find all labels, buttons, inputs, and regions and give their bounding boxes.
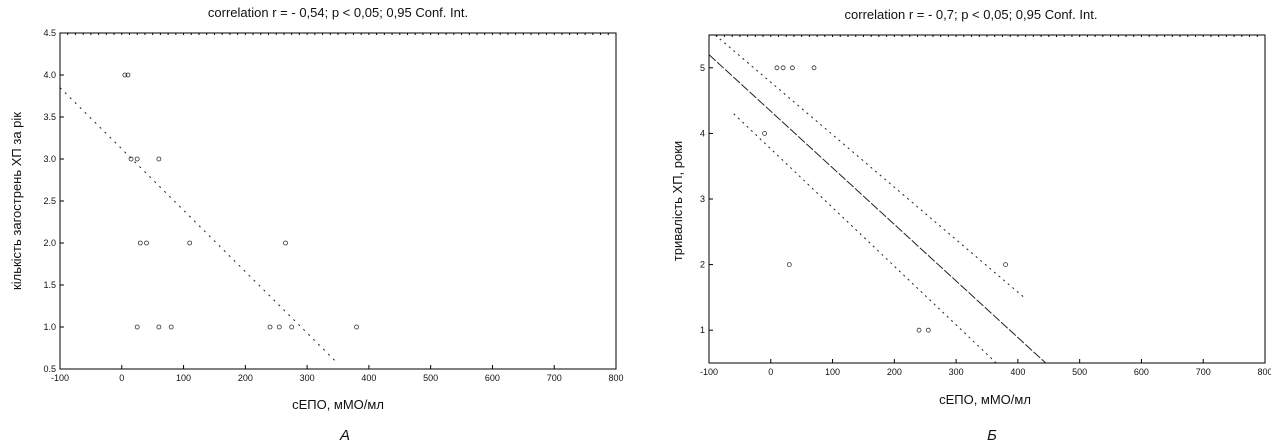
data-point [144, 240, 149, 246]
x-tick-label: 100 [176, 373, 191, 383]
y-tick-label: 1.0 [43, 322, 56, 332]
x-axis-label: сЕПО, мМО/мл [292, 397, 384, 412]
x-tick-label: 700 [1196, 367, 1211, 377]
data-point [168, 324, 174, 330]
x-tick-label: 200 [887, 367, 902, 377]
x-tick-label: -100 [700, 367, 718, 377]
y-tick-label: 5 [700, 63, 705, 73]
confidence-band-upper [714, 34, 1025, 298]
x-tick-label: 600 [485, 373, 500, 383]
y-tick-label: 2.0 [43, 238, 56, 248]
chart-panel-b: correlation r = - 0,7; p < 0,05; 0,95 Co… [670, 7, 1271, 444]
data-point [283, 240, 288, 246]
data-point [134, 324, 140, 330]
x-tick-label: 800 [608, 373, 623, 383]
y-tick-label: 3.0 [43, 154, 56, 164]
data-point [811, 65, 817, 71]
data-point [267, 324, 273, 330]
plot-frame [59, 32, 617, 370]
data-point [125, 72, 131, 78]
x-tick-label: 800 [1257, 367, 1271, 377]
data-point [762, 130, 767, 136]
x-axis-label: сЕПО, мМО/мл [939, 392, 1031, 407]
data-point [187, 240, 193, 246]
x-tick-label: 200 [238, 373, 253, 383]
regression-line [59, 87, 336, 361]
y-axis-label: тривалість ХП, роки [670, 141, 685, 261]
y-tick-label: 2 [700, 260, 705, 270]
chart-title: correlation r = - 0,7; p < 0,05; 0,95 Co… [845, 7, 1098, 22]
data-point [354, 324, 359, 330]
x-tick-label: 300 [300, 373, 315, 383]
x-tick-label: 400 [1010, 367, 1025, 377]
x-tick-label: 0 [119, 373, 124, 383]
data-point [156, 324, 162, 330]
panel-label: А [339, 427, 350, 444]
data-point [790, 65, 795, 71]
y-tick-label: 0.5 [43, 364, 56, 374]
x-tick-label: 700 [547, 373, 562, 383]
data-point [780, 65, 786, 71]
x-tick-label: 500 [423, 373, 438, 383]
y-tick-label: 4.5 [43, 28, 56, 38]
chart-title: correlation r = - 0,54; p < 0,05; 0,95 C… [208, 5, 468, 20]
chart-panel-a: correlation r = - 0,54; p < 0,05; 0,95 C… [9, 5, 624, 444]
y-tick-label: 2.5 [43, 196, 56, 206]
x-tick-label: -100 [51, 373, 69, 383]
regression-line [708, 54, 1047, 364]
x-tick-label: 600 [1134, 367, 1149, 377]
y-tick-label: 1 [700, 325, 705, 335]
data-point [786, 262, 792, 268]
y-tick-label: 1.5 [43, 280, 56, 290]
y-tick-label: 4 [700, 128, 705, 138]
y-tick-label: 3.5 [43, 112, 56, 122]
data-point [925, 327, 931, 333]
data-point [916, 327, 922, 333]
data-point [134, 156, 140, 162]
y-axis-label: кількість загострень ХП за рік [9, 112, 24, 290]
data-point [128, 156, 134, 162]
data-point [289, 324, 295, 330]
data-point [156, 156, 162, 162]
data-point [774, 65, 780, 71]
x-tick-label: 100 [825, 367, 840, 377]
confidence-band-lower [733, 113, 997, 364]
x-tick-label: 300 [949, 367, 964, 377]
x-tick-label: 0 [768, 367, 773, 377]
x-tick-label: 400 [361, 373, 376, 383]
x-tick-label: 500 [1072, 367, 1087, 377]
plot-frame [708, 34, 1266, 364]
data-point [137, 240, 143, 246]
data-point [122, 72, 128, 78]
panel-label: Б [987, 427, 997, 444]
data-point [1003, 262, 1008, 268]
data-point [276, 324, 282, 330]
y-tick-label: 4.0 [43, 70, 56, 80]
y-tick-label: 3 [700, 194, 705, 204]
